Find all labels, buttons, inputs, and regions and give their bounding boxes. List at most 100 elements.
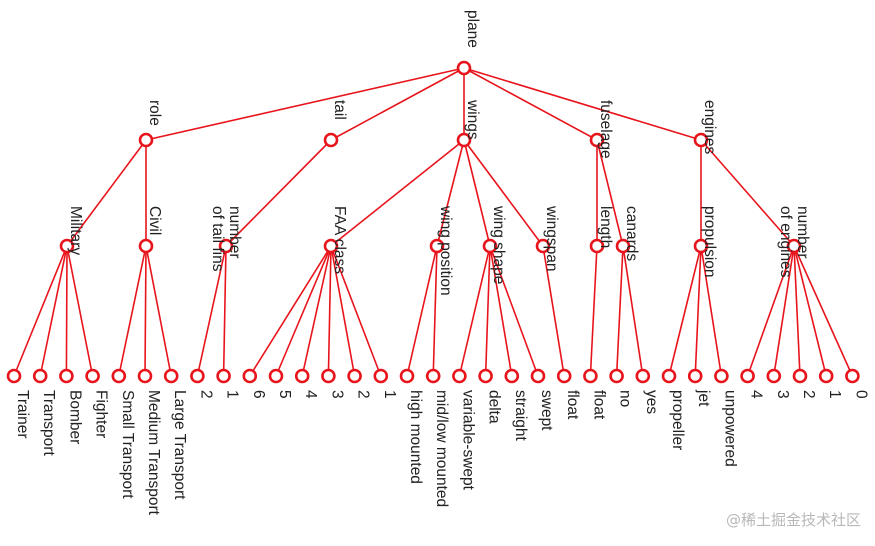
label-line: 1 xyxy=(826,390,843,399)
label-2: 2 xyxy=(800,390,817,399)
link-float xyxy=(542,245,565,377)
node-wingspan[interactable] xyxy=(535,238,551,254)
node-transport[interactable] xyxy=(32,368,48,384)
node-length[interactable] xyxy=(589,238,605,254)
node-bomber[interactable] xyxy=(59,368,74,384)
node-yes[interactable] xyxy=(635,368,651,384)
node-delta[interactable] xyxy=(478,368,493,384)
label-0: 0 xyxy=(852,390,869,399)
node-jet[interactable] xyxy=(687,368,703,384)
node-fuselage[interactable] xyxy=(589,132,605,148)
node-propulsion[interactable] xyxy=(693,238,709,254)
link-wingspan xyxy=(463,139,544,247)
node-wing-shape[interactable] xyxy=(482,238,498,254)
label-line: 3 xyxy=(774,390,791,399)
node-medium-transport[interactable] xyxy=(137,368,153,384)
label-mid-low-mounted: mid/low mounted xyxy=(433,390,450,507)
label-line: wing shape xyxy=(490,205,507,284)
node-civil[interactable] xyxy=(138,238,154,254)
label-line: swept xyxy=(538,390,555,431)
link-2 xyxy=(330,245,356,377)
node-1[interactable] xyxy=(818,368,834,384)
label-1: 1 xyxy=(826,390,843,399)
node-5[interactable] xyxy=(268,368,284,384)
node-faa-class[interactable] xyxy=(323,238,339,254)
node-4[interactable] xyxy=(294,368,310,384)
tree-labels: Trainer Transport Bomber Fighter Military Sma… xyxy=(14,10,869,516)
node-float[interactable] xyxy=(556,368,572,384)
label-line: length xyxy=(597,206,614,248)
label-line: propeller xyxy=(669,390,686,450)
node-4[interactable] xyxy=(740,368,755,384)
link-delta xyxy=(484,245,491,377)
link-small-transport xyxy=(118,245,147,377)
node-no[interactable] xyxy=(609,368,624,384)
link-jet xyxy=(694,245,702,377)
label-line: 2 xyxy=(355,390,372,399)
node-0[interactable] xyxy=(845,368,860,384)
label-line: Large Transport xyxy=(171,390,188,500)
node-small-transport[interactable] xyxy=(111,368,127,384)
node-swept[interactable] xyxy=(530,368,546,384)
link-3 xyxy=(773,245,795,377)
label-bomber: Bomber xyxy=(66,390,83,444)
link-propeller xyxy=(668,245,702,377)
node-engines[interactable] xyxy=(693,132,709,148)
link-4 xyxy=(746,245,795,377)
node-3[interactable] xyxy=(766,368,782,384)
node-canards[interactable] xyxy=(615,238,631,254)
node-trainer[interactable] xyxy=(6,368,22,384)
node-propeller[interactable] xyxy=(661,368,677,384)
label-line: propulsion xyxy=(701,206,718,278)
node-straight[interactable] xyxy=(504,368,520,384)
node-2[interactable] xyxy=(190,368,205,384)
label-no: no xyxy=(617,390,634,407)
label-line: FAA class xyxy=(331,206,348,274)
link-bomber xyxy=(65,245,68,377)
node-float[interactable] xyxy=(583,368,598,384)
node-1[interactable] xyxy=(216,368,231,384)
node-number-of-tail-fins[interactable] xyxy=(218,238,234,254)
node-military[interactable] xyxy=(59,238,75,254)
label-line: variable-swept xyxy=(459,390,476,491)
label-jet: jet xyxy=(695,389,712,407)
label-line: Small Transport xyxy=(119,390,136,499)
link-2 xyxy=(196,245,227,377)
label-military: Military xyxy=(67,206,84,255)
node-large-transport[interactable] xyxy=(163,368,179,384)
node-3[interactable] xyxy=(321,368,336,384)
label-line: Medium Transport xyxy=(145,390,162,516)
node-fighter[interactable] xyxy=(85,368,100,384)
link-0 xyxy=(793,245,854,377)
node-tail[interactable] xyxy=(323,132,339,148)
node-1[interactable] xyxy=(373,368,389,384)
node-mid-low-mounted[interactable] xyxy=(425,368,441,384)
node-2[interactable] xyxy=(792,368,808,384)
node-wing-position[interactable] xyxy=(429,238,445,254)
node-variable-swept[interactable] xyxy=(452,368,467,384)
label-line: tail xyxy=(331,100,348,120)
label-number-of-engines: numberof engines xyxy=(777,206,811,278)
label-faa-class: FAA class xyxy=(331,206,348,274)
label-line: Bomber xyxy=(66,390,83,444)
node-high-mounted[interactable] xyxy=(399,368,415,384)
label-line: 3 xyxy=(328,390,345,399)
node-role[interactable] xyxy=(138,132,154,148)
link-swept xyxy=(489,245,539,377)
node-number-of-engines[interactable] xyxy=(786,238,802,254)
node-unpowered[interactable] xyxy=(714,368,729,384)
label-line: Transport xyxy=(40,390,57,456)
link-number-of-engines xyxy=(700,139,795,247)
node-plane[interactable] xyxy=(456,60,472,76)
link-1 xyxy=(793,245,827,377)
label-4: 4 xyxy=(748,390,765,399)
label-line: Trainer xyxy=(14,390,31,439)
node-2[interactable] xyxy=(347,368,362,384)
node-6[interactable] xyxy=(242,368,258,384)
label-straight: straight xyxy=(512,390,529,442)
label-high-mounted: high mounted xyxy=(407,390,424,484)
label-line: wing position xyxy=(437,205,454,296)
label-line: delta xyxy=(486,390,503,424)
link-wing-shape xyxy=(463,139,491,247)
node-wings[interactable] xyxy=(456,132,472,148)
